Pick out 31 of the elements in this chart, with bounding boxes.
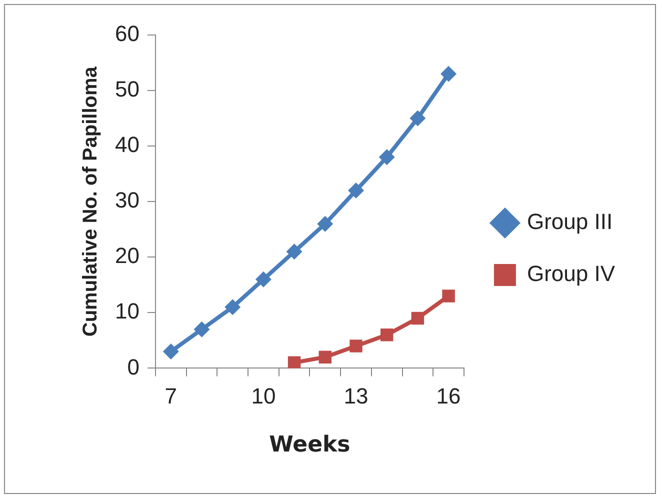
point (255, 271, 272, 288)
x-tick-label: 16 (436, 383, 461, 408)
x-tick-label: 13 (344, 383, 368, 408)
point (317, 216, 334, 232)
y-tick-label: 20 (114, 243, 140, 268)
point (350, 340, 362, 352)
point (410, 110, 426, 126)
point (411, 312, 424, 325)
y-tick-label: 40 (114, 132, 140, 158)
point (442, 290, 455, 302)
point (440, 66, 457, 82)
y-tick-label: 0 (127, 354, 140, 380)
point (378, 149, 395, 166)
point (162, 344, 179, 360)
x-tick-label: 10 (251, 383, 276, 408)
x-tick-label: 7 (164, 383, 178, 408)
point (224, 299, 241, 316)
y-tick-label: 50 (114, 76, 140, 102)
x-axis-title: Weeks (269, 432, 350, 458)
y-tick-label: 10 (114, 298, 140, 324)
point (286, 244, 302, 260)
legend-label: Group III (526, 209, 613, 234)
y-tick-label: 60 (114, 21, 140, 46)
point (348, 182, 364, 198)
legend-label: Group IV (526, 261, 616, 286)
point (288, 356, 301, 368)
point (318, 350, 332, 364)
point (194, 321, 210, 338)
y-axis-title: Cumulative No. of Papilloma (80, 66, 102, 337)
y-tick-label: 30 (114, 188, 140, 213)
point (380, 328, 394, 342)
